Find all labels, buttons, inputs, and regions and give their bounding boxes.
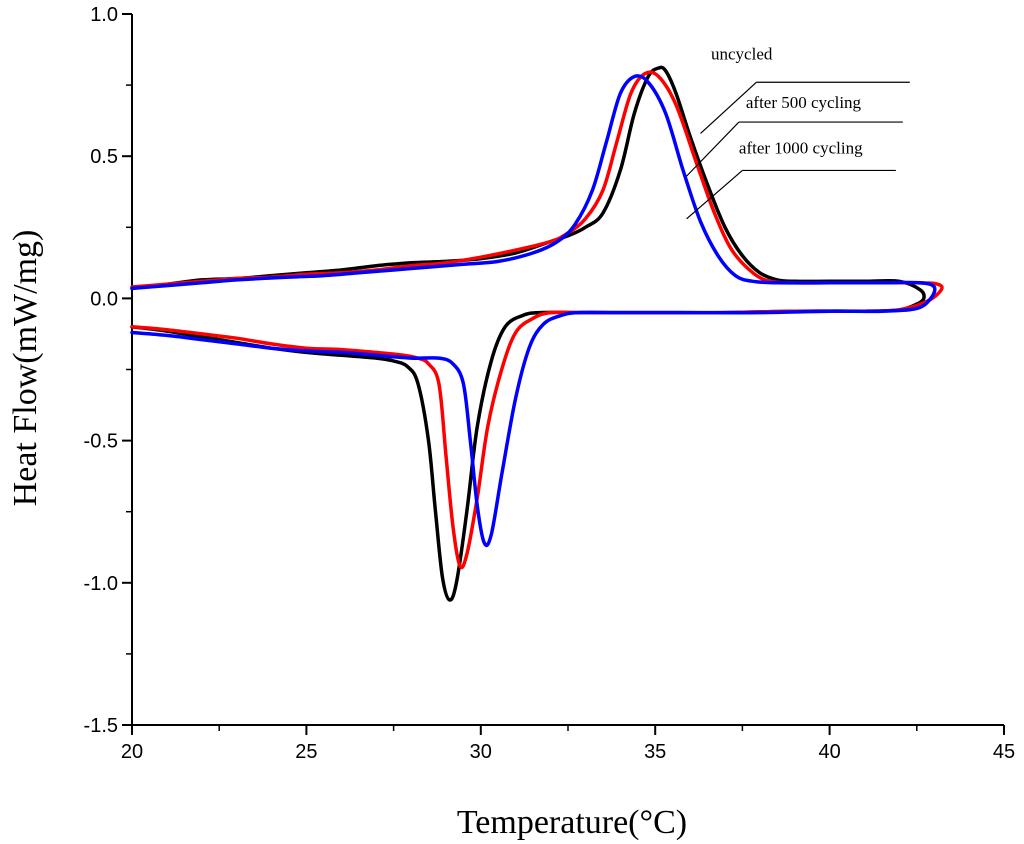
- annotation-label-uncycled: uncycled: [711, 45, 773, 64]
- y-tick-label: 1.0: [90, 4, 118, 26]
- x-axis-title: Temperature(°C): [457, 804, 687, 841]
- annotation-leader-after-1000-cycling: [686, 169, 743, 220]
- series-line-after-1000-cycling: [130, 74, 937, 548]
- y-tick-label: -1.0: [84, 573, 118, 595]
- y-tick-label: -1.5: [84, 715, 118, 737]
- annotation-label-after-1000-cycling: after 1000 cycling: [739, 138, 863, 157]
- legend-annotations: uncycled after 500 cycling after 1000 cycl…: [686, 45, 910, 220]
- x-tick-label: 45: [993, 741, 1015, 763]
- x-tick-label: 25: [295, 741, 317, 763]
- annotation-label-after-500-cycling: after 500 cycling: [746, 93, 862, 112]
- annotation-leader-uncycled: [700, 81, 757, 134]
- x-tick-label: 30: [470, 741, 492, 763]
- axes: 20 25 30 35 40 45 -1.5 -1.0 -0.5 0.0 0.5 1.0: [84, 4, 1016, 763]
- y-tick-label: 0.5: [90, 146, 118, 168]
- y-axis-title: Heat Flow(mW/mg): [7, 230, 44, 507]
- plot-series: [130, 65, 944, 602]
- x-tick-label: 20: [121, 741, 143, 763]
- series-line-uncycled: [130, 65, 926, 602]
- y-tick-label: -0.5: [84, 431, 118, 453]
- y-tick-label: 0.0: [90, 288, 118, 310]
- annotation-leader-after-500-cycling: [686, 121, 740, 177]
- series-line-after-500-cycling: [130, 70, 944, 570]
- x-tick-label: 35: [644, 741, 666, 763]
- x-tick-label: 40: [818, 741, 840, 763]
